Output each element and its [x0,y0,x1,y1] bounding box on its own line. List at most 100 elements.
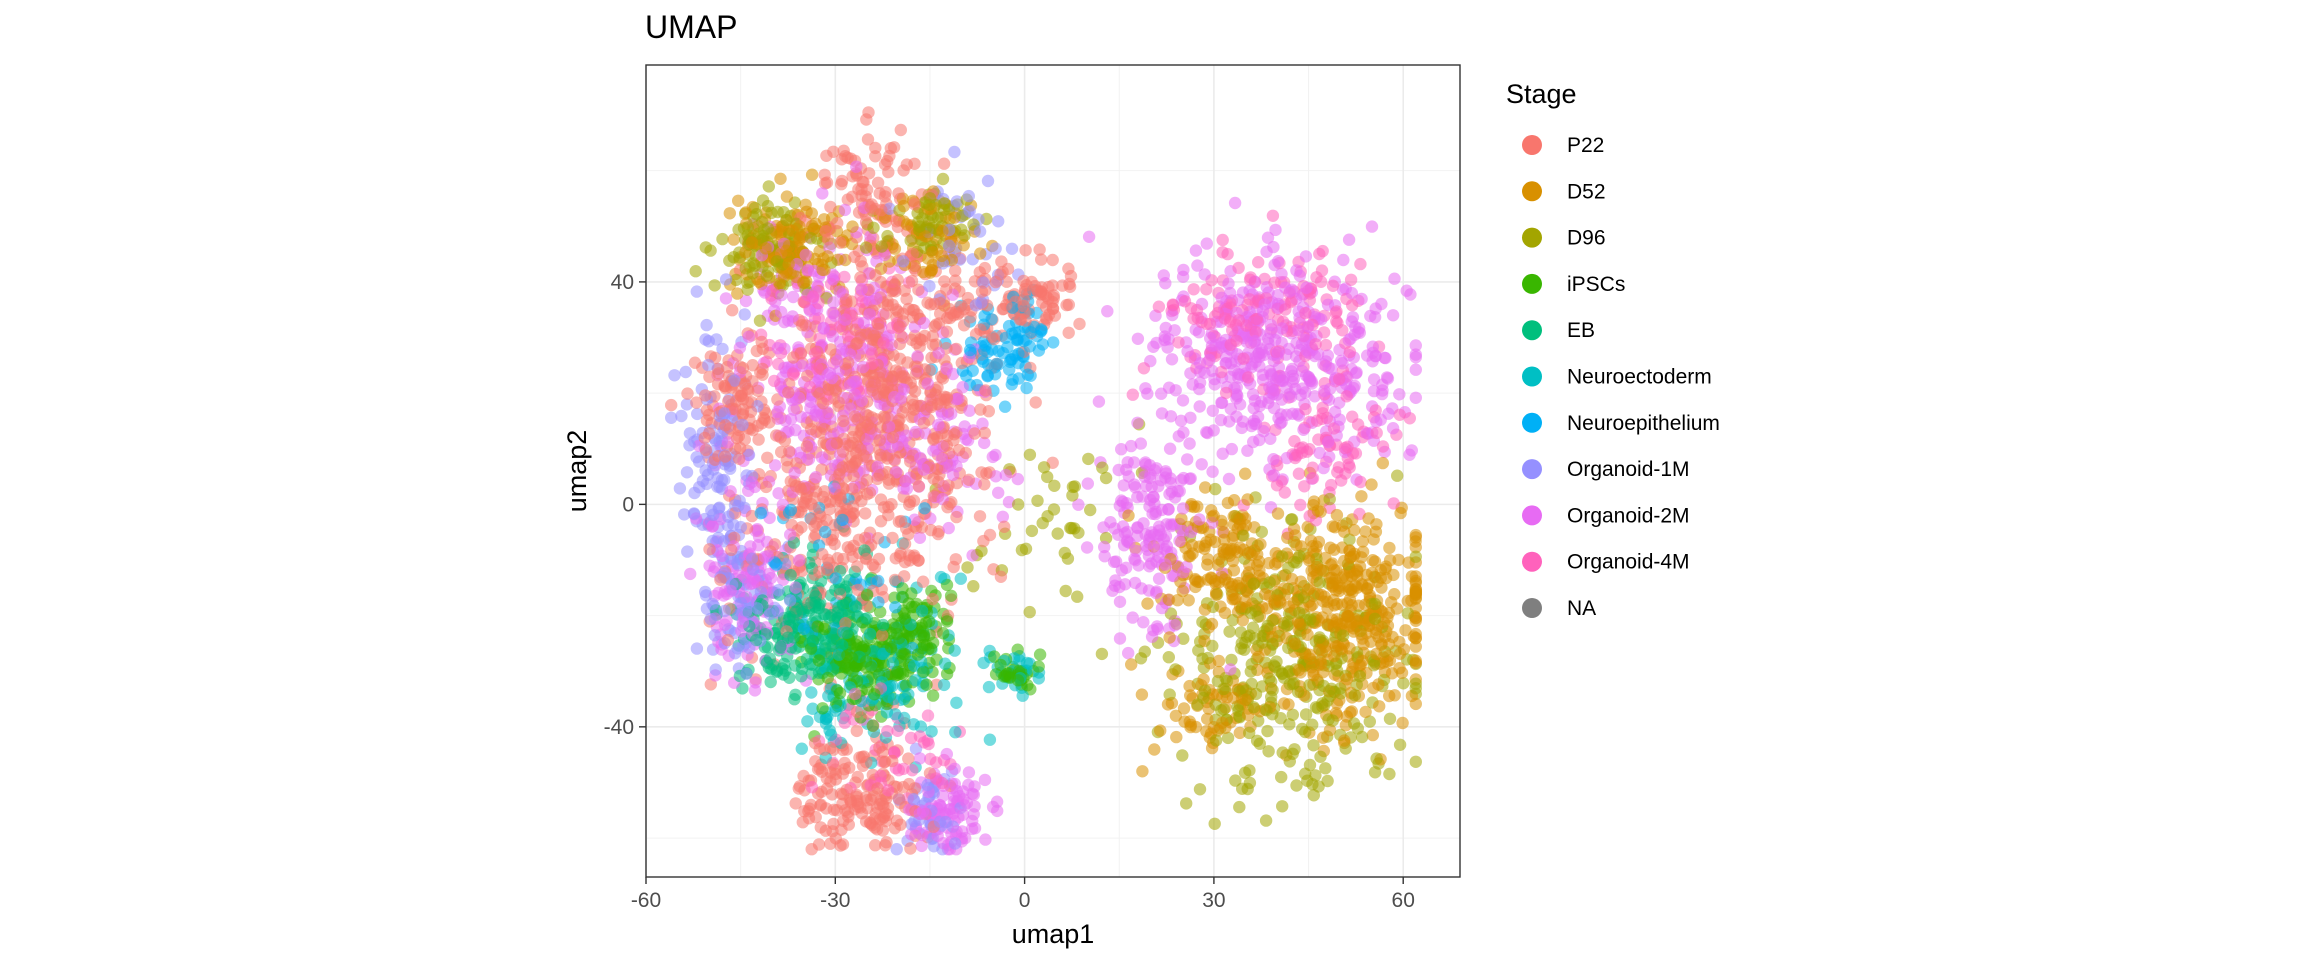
data-point [1383,541,1396,555]
data-point [1019,244,1032,257]
data-point [949,274,962,287]
data-point [760,269,773,282]
data-point [826,330,839,343]
data-point [897,780,910,794]
data-point [1196,615,1209,629]
data-point [1144,493,1157,507]
data-point [1275,416,1288,429]
data-point [675,409,688,423]
data-point [1325,613,1339,626]
data-point [1106,584,1119,597]
data-point [936,224,949,238]
data-point [1309,769,1322,782]
data-point [928,297,941,311]
data-point [992,486,1005,499]
data-point [1287,596,1300,610]
data-point [1364,309,1377,323]
data-point [1207,721,1221,734]
data-point [1224,402,1238,416]
data-point [792,554,806,567]
data-point [998,520,1011,533]
data-point [1150,543,1164,556]
data-point [764,675,777,689]
data-point [799,198,812,211]
data-point [937,157,951,170]
data-point [977,276,990,289]
data-point [805,207,818,220]
data-point [1306,472,1320,485]
data-point [1373,700,1386,713]
data-point [1161,698,1175,711]
data-point [855,394,868,407]
data-point [1386,309,1400,322]
data-point [742,448,756,462]
data-point [1251,410,1265,424]
data-point [1341,580,1355,593]
data-point [1131,416,1144,429]
data-point [690,642,704,655]
data-point [1233,800,1246,814]
data-point [1336,629,1350,642]
data-point [1316,244,1329,258]
data-point [1198,268,1211,281]
data-point [1322,361,1335,374]
data-point [978,478,991,491]
data-point [999,331,1012,344]
data-point [851,583,865,597]
data-point [833,468,846,481]
data-point [940,747,953,761]
data-point [1409,531,1423,544]
data-point [801,263,814,277]
data-point [790,457,803,470]
data-point [1330,597,1344,611]
data-point [1247,577,1260,590]
data-point [1303,613,1317,626]
data-point [1166,308,1179,322]
data-point [818,743,831,756]
data-point [1270,479,1284,492]
data-point [1386,630,1399,644]
data-point [1068,480,1082,493]
data-point [1338,734,1351,747]
data-point [1405,594,1418,607]
data-point [891,305,905,318]
data-point [1359,705,1372,719]
data-point [940,391,954,404]
data-point [921,709,935,722]
data-point [1326,279,1340,292]
data-point [795,670,808,683]
data-point [1209,482,1222,496]
data-point [978,426,991,440]
data-point [949,553,962,566]
data-point [1140,479,1153,493]
data-point [904,842,917,855]
data-point [917,665,930,678]
data-point [783,594,797,607]
data-point [1205,339,1219,352]
data-point [805,843,818,856]
data-point [975,466,988,479]
data-point [1347,625,1360,638]
data-point [1267,385,1280,398]
data-point [1326,557,1339,570]
data-point [1225,442,1239,456]
data-point [1139,456,1152,469]
data-point [1232,261,1245,275]
data-point [1198,603,1212,616]
data-point [920,678,933,691]
data-point [934,307,947,320]
data-point [1341,609,1354,622]
data-point [989,242,1002,255]
data-point [1230,381,1243,394]
data-point [1226,324,1239,337]
data-point [945,407,958,420]
data-point [1319,338,1333,352]
data-point [793,220,806,233]
data-point [1409,682,1423,695]
data-point [860,183,874,196]
data-point [780,190,794,203]
data-point [1276,800,1289,813]
data-point [1308,390,1321,403]
data-point [820,782,834,795]
data-point [932,525,945,538]
